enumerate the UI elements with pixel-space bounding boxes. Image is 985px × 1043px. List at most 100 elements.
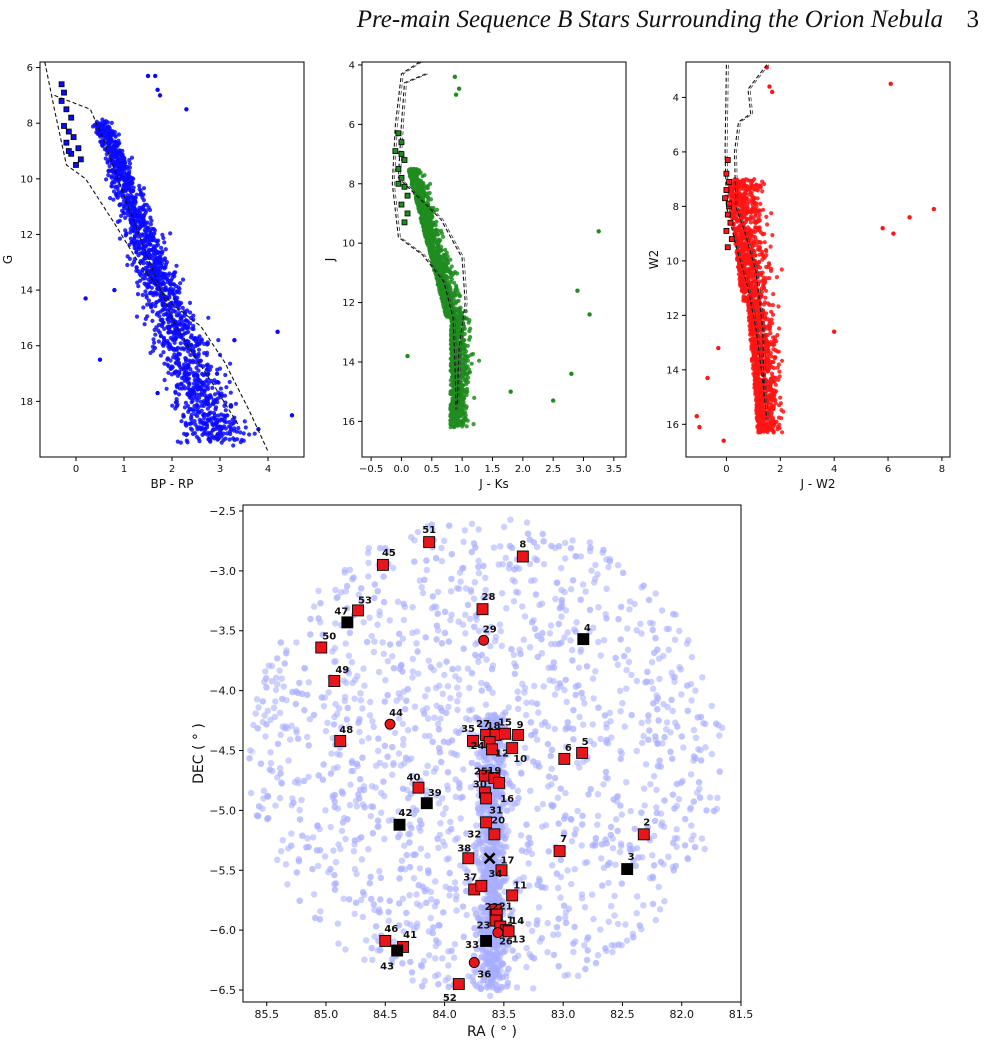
isochrone-line [391,62,457,410]
data-point [738,232,744,237]
data-point [430,236,435,241]
data-point [136,213,141,218]
y-tick-label: 18 [20,397,33,408]
data-point [256,426,261,432]
isochrone-line [399,73,468,404]
data-point [100,117,105,122]
bright-star-marker [404,192,411,199]
data-point [469,361,474,366]
data-point [212,392,218,397]
data-point [198,358,203,363]
data-point [166,364,171,369]
data-point [173,270,178,275]
data-point [206,436,212,441]
data-point [734,256,740,261]
data-point [435,244,440,250]
bright-star-marker [70,134,77,141]
data-point [752,366,757,371]
data-point [125,262,130,268]
data-point [188,393,193,398]
data-point [219,440,224,445]
data-point [152,345,158,351]
data-point [420,212,425,217]
data-point [773,401,778,406]
data-point [741,294,746,299]
data-point [220,426,225,431]
data-point [174,369,179,374]
data-point [202,420,207,425]
data-point [127,256,132,261]
data-point [749,345,754,350]
data-point [771,398,776,403]
data-point [124,171,129,176]
data-point [453,293,458,298]
data-point [210,422,215,427]
y-tick-label: 14 [20,286,33,297]
data-point [437,284,442,289]
running-title: Pre-main Sequence B Stars Surrounding th… [356,6,943,33]
data-point [166,370,171,375]
data-point [737,264,742,270]
data-point [102,147,107,152]
data-point [202,411,207,417]
data-point [178,382,183,387]
data-point [460,361,466,366]
data-point [441,298,446,303]
data-point [767,414,772,419]
data-point [754,415,759,420]
data-point [201,381,206,386]
data-point [442,306,447,311]
data-point [415,197,420,202]
data-point [112,180,117,185]
data-point [151,293,156,298]
data-point [205,401,210,406]
data-point [170,291,175,296]
data-point [164,386,169,391]
y-tick-label: 16 [342,417,355,428]
data-point [136,224,141,229]
data-point [178,440,183,445]
data-point [163,247,168,252]
data-point [172,296,177,301]
data-point [152,340,157,345]
data-point [228,361,233,366]
data-point [761,181,767,187]
data-point [182,386,188,391]
data-point [452,424,457,429]
data-point [508,389,513,394]
data-point [143,253,148,258]
data-point [411,187,416,192]
data-point [777,369,782,374]
data-point [763,295,768,300]
data-point [440,290,445,296]
data-point [409,182,415,187]
data-point [202,389,207,394]
data-point [131,185,136,190]
data-point [450,306,456,311]
data-point [737,226,742,231]
isochrone-line [726,64,770,419]
data-point [448,414,453,419]
data-point [778,395,783,400]
data-point [907,215,912,220]
bright-star-marker [73,162,79,168]
data-point [448,418,453,423]
bright-star-marker [723,170,730,177]
data-point [228,390,233,395]
bright-star-marker [404,210,411,217]
bright-star-marker [401,157,408,163]
data-point [458,413,463,418]
data-point [188,310,193,315]
data-point [760,189,765,194]
y-tick-label: 12 [666,311,679,322]
data-point [463,416,468,421]
data-point [435,248,440,253]
data-point [231,443,236,448]
data-point [209,395,214,400]
data-point [753,397,759,402]
data-point [742,267,747,272]
data-point [118,158,124,163]
data-point [455,271,460,276]
data-point [758,272,763,277]
data-point [185,403,191,409]
